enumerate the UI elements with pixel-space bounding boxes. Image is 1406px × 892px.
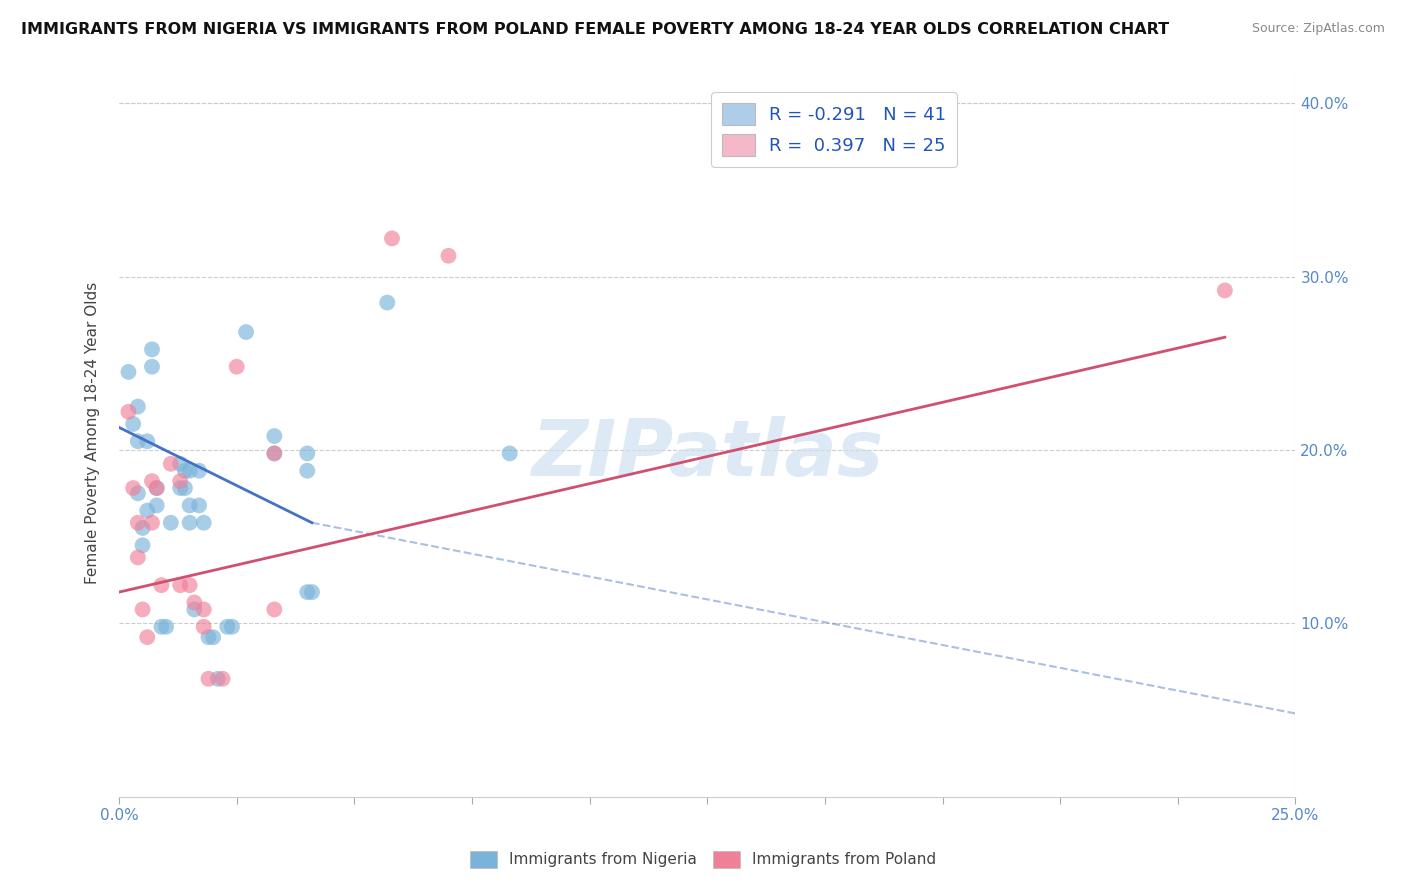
Point [375, 295, 398, 310]
Point [1213, 284, 1236, 298]
Point [498, 446, 520, 460]
Point [188, 464, 211, 478]
Point [183, 602, 205, 616]
Point [193, 516, 215, 530]
Point [131, 602, 153, 616]
Point [169, 457, 191, 471]
Point [136, 503, 159, 517]
Point [141, 343, 163, 357]
Point [127, 434, 149, 449]
Point [169, 578, 191, 592]
Point [235, 325, 257, 339]
Point [207, 672, 229, 686]
Point [263, 602, 285, 616]
Legend: R = -0.291   N = 41, R =  0.397   N = 25: R = -0.291 N = 41, R = 0.397 N = 25 [711, 92, 957, 167]
Point [141, 516, 163, 530]
Point [122, 417, 145, 431]
Point [131, 521, 153, 535]
Point [117, 365, 139, 379]
Point [174, 464, 197, 478]
Point [174, 481, 197, 495]
Point [136, 630, 159, 644]
Point [381, 231, 404, 245]
Point [127, 516, 149, 530]
Point [179, 464, 201, 478]
Point [127, 400, 149, 414]
Point [150, 620, 173, 634]
Point [202, 630, 225, 644]
Point [197, 630, 219, 644]
Point [263, 429, 285, 443]
Text: Source: ZipAtlas.com: Source: ZipAtlas.com [1251, 22, 1385, 36]
Point [263, 446, 285, 460]
Y-axis label: Female Poverty Among 18-24 Year Olds: Female Poverty Among 18-24 Year Olds [86, 282, 100, 583]
Point [150, 578, 173, 592]
Point [301, 585, 323, 599]
Point [183, 595, 205, 609]
Text: ZIPatlas: ZIPatlas [531, 417, 883, 492]
Point [145, 481, 167, 495]
Point [221, 620, 243, 634]
Point [159, 516, 181, 530]
Point [136, 434, 159, 449]
Point [141, 359, 163, 374]
Point [297, 464, 319, 478]
Point [122, 481, 145, 495]
Point [263, 446, 285, 460]
Point [297, 446, 319, 460]
Point [225, 359, 247, 374]
Point [145, 499, 167, 513]
Point [179, 499, 201, 513]
Legend: Immigrants from Nigeria, Immigrants from Poland: Immigrants from Nigeria, Immigrants from… [464, 845, 942, 873]
Point [297, 585, 319, 599]
Point [127, 550, 149, 565]
Point [159, 457, 181, 471]
Point [197, 672, 219, 686]
Point [141, 474, 163, 488]
Text: IMMIGRANTS FROM NIGERIA VS IMMIGRANTS FROM POLAND FEMALE POVERTY AMONG 18-24 YEA: IMMIGRANTS FROM NIGERIA VS IMMIGRANTS FR… [21, 22, 1170, 37]
Point [179, 516, 201, 530]
Point [117, 405, 139, 419]
Point [179, 578, 201, 592]
Point [169, 481, 191, 495]
Point [217, 620, 239, 634]
Point [127, 486, 149, 500]
Point [188, 499, 211, 513]
Point [193, 620, 215, 634]
Point [131, 538, 153, 552]
Point [193, 602, 215, 616]
Point [145, 481, 167, 495]
Point [437, 249, 460, 263]
Point [169, 474, 191, 488]
Point [211, 672, 233, 686]
Point [155, 620, 177, 634]
